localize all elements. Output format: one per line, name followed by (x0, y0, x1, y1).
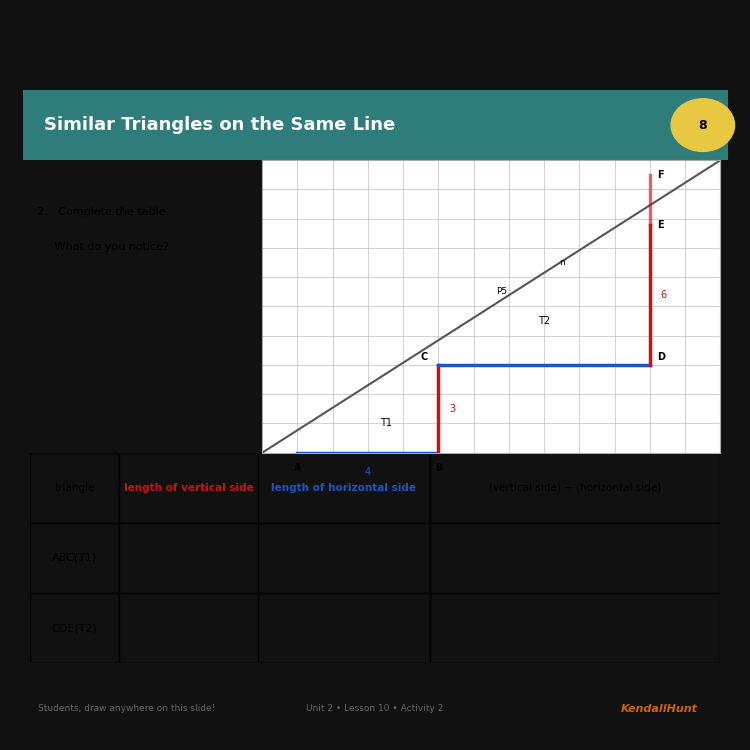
Text: F: F (657, 170, 664, 180)
Text: CDE(T2): CDE(T2) (52, 623, 98, 633)
Text: Unit 2 • Lesson 10 • Activity 2: Unit 2 • Lesson 10 • Activity 2 (306, 704, 444, 713)
Text: Students, draw anywhere on this slide!: Students, draw anywhere on this slide! (38, 704, 214, 713)
Text: P5: P5 (496, 287, 508, 296)
Text: B: B (435, 463, 442, 473)
Text: A: A (294, 463, 302, 473)
Text: ABC(T1): ABC(T1) (52, 553, 97, 563)
Text: D: D (657, 352, 665, 362)
Text: E: E (657, 220, 664, 230)
Text: T1: T1 (380, 419, 392, 428)
Text: length of horizontal side: length of horizontal side (272, 483, 416, 493)
Text: T2: T2 (538, 316, 550, 326)
Text: length of vertical side: length of vertical side (124, 483, 254, 493)
Text: Similar Triangles on the Same Line: Similar Triangles on the Same Line (44, 116, 395, 134)
Text: triangle: triangle (54, 483, 94, 493)
Text: 3: 3 (449, 404, 455, 414)
Text: What do you notice?: What do you notice? (37, 242, 169, 252)
Text: C: C (421, 352, 428, 362)
FancyBboxPatch shape (22, 90, 728, 160)
Text: 4: 4 (365, 467, 371, 477)
Text: (vertical side) ÷ (horizontal side): (vertical side) ÷ (horizontal side) (489, 483, 662, 493)
Text: KendallHunt: KendallHunt (620, 704, 698, 714)
Circle shape (671, 99, 734, 152)
Text: 6: 6 (661, 290, 667, 300)
Text: n: n (559, 258, 565, 267)
Text: 8: 8 (698, 118, 707, 131)
Text: 2.   Complete the table.: 2. Complete the table. (37, 207, 169, 217)
